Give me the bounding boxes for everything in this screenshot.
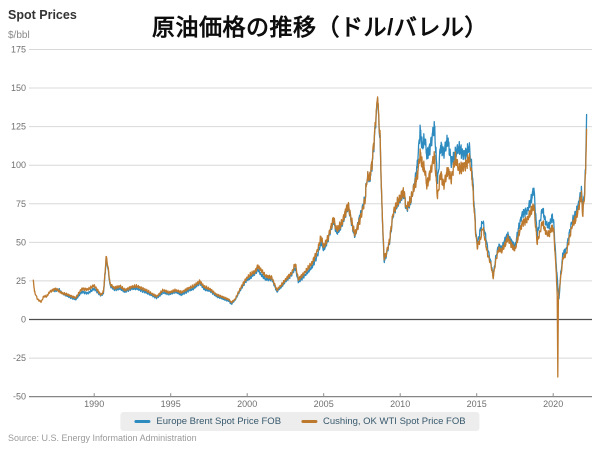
y-tick-label: 0 — [21, 315, 26, 325]
y-tick-label: -25 — [13, 353, 26, 363]
page-title: 原油価格の推移（ドル/バレル） — [152, 14, 488, 40]
chart-kicker: Spot Prices — [8, 8, 77, 22]
x-tick-label: 1990 — [84, 399, 104, 409]
y-tick-label: 150 — [11, 83, 26, 93]
y-tick-label: 100 — [11, 160, 26, 170]
brent-line-swatch — [134, 420, 151, 423]
legend-item-brent[interactable]: Europe Brent Spot Price FOB — [134, 416, 281, 427]
x-tick-label: 2020 — [543, 399, 563, 409]
wti-price-line — [32, 96, 588, 378]
y-tick-label: 175 — [11, 44, 26, 54]
legend-label-wti: Cushing, OK WTI Spot Price FOB — [323, 416, 466, 427]
legend-label-brent: Europe Brent Spot Price FOB — [156, 416, 282, 427]
y-tick-label: 25 — [16, 276, 26, 286]
wti-line-swatch — [301, 420, 318, 423]
y-tick-label: -50 — [13, 392, 26, 402]
x-tick-label: 2005 — [314, 399, 334, 409]
brent-price-line — [53, 97, 588, 305]
x-tick-label: 2015 — [467, 399, 487, 409]
legend-item-wti[interactable]: Cushing, OK WTI Spot Price FOB — [301, 416, 466, 427]
x-tick-label: 2000 — [237, 399, 257, 409]
source-note: Source: U.S. Energy Information Administ… — [8, 433, 197, 443]
chart-legend: Europe Brent Spot Price FOB Cushing, OK … — [120, 412, 480, 431]
x-tick-label: 1995 — [161, 399, 181, 409]
y-tick-label: 125 — [11, 122, 26, 132]
y-tick-label: 75 — [16, 199, 26, 209]
y-axis-unit-label: $/bbl — [8, 30, 30, 41]
x-tick-label: 2010 — [390, 399, 410, 409]
y-tick-label: 50 — [16, 237, 26, 247]
